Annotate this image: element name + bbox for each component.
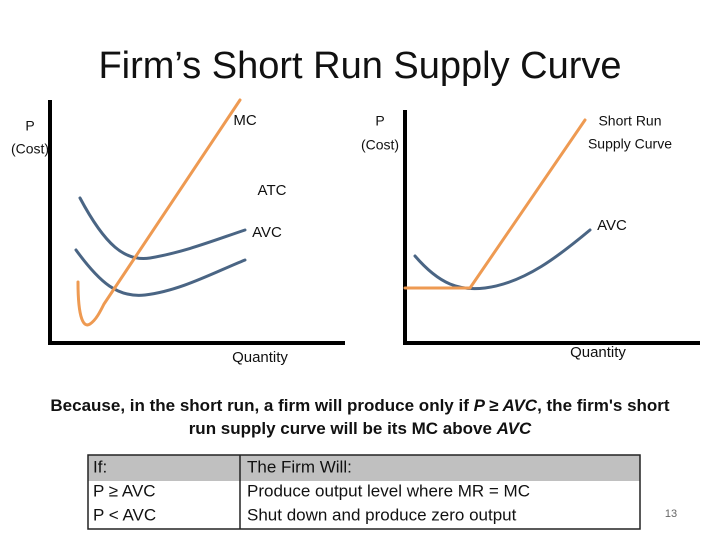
- caption-text: , the firm's short: [537, 396, 670, 415]
- table-cell: Shut down and produce zero output: [247, 505, 517, 524]
- y-label: P: [375, 113, 384, 129]
- table-header: The Firm Will:: [247, 457, 352, 476]
- table: If: The Firm Will: P ≥ AVC Produce outpu…: [87, 454, 641, 530]
- caption-line: run supply curve will be its MC above AV…: [189, 419, 532, 438]
- mc-label: MC: [233, 112, 256, 129]
- supply-label: Short Run: [598, 113, 661, 129]
- table-cell: P < AVC: [93, 505, 156, 524]
- caption-text: P ≥ AVC: [474, 396, 538, 415]
- caption-text: AVC: [496, 419, 532, 438]
- supply-curve: [403, 118, 587, 290]
- mc-curve: [76, 98, 242, 327]
- atc-label: ATC: [258, 182, 287, 199]
- avc-label: AVC: [597, 217, 627, 234]
- caption-line: Because, in the short run, a firm will p…: [50, 396, 670, 415]
- table-cell: Produce output level where MR = MC: [247, 481, 530, 500]
- caption-text: Because, in the short run, a firm will p…: [50, 396, 473, 415]
- right-graph: P (Cost) Short Run Supply Curve AVC Quan…: [361, 110, 700, 361]
- table-header-bg: [88, 455, 640, 481]
- slide-title: Firm’s Short Run Supply Curve: [98, 45, 621, 87]
- y-label: P: [25, 118, 34, 134]
- y-label: (Cost): [11, 141, 49, 157]
- avc-curve: [74, 248, 247, 297]
- page-number: 13: [665, 508, 677, 520]
- supply-label: Supply Curve: [588, 136, 672, 152]
- left-graph: P (Cost) MC ATC AVC Quantity: [11, 98, 345, 366]
- avc-curve: [413, 228, 592, 291]
- table-cell: P ≥ AVC: [93, 481, 156, 500]
- atc-curve: [78, 196, 247, 261]
- caption-text: run supply curve will be its MC above: [189, 419, 497, 438]
- caption: Because, in the short run, a firm will p…: [50, 396, 670, 438]
- table-header: If:: [93, 457, 107, 476]
- y-label: (Cost): [361, 137, 399, 153]
- x-label: Quantity: [232, 349, 288, 366]
- table-border: [87, 454, 641, 530]
- avc-label: AVC: [252, 224, 282, 241]
- x-label: Quantity: [570, 344, 626, 361]
